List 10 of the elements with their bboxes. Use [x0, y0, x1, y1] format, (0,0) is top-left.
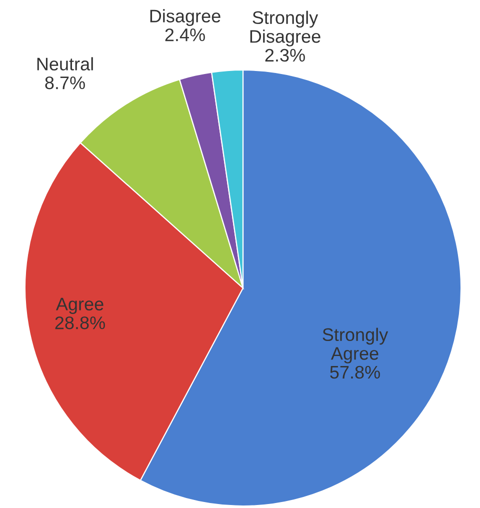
data-label: 28.8%	[55, 316, 105, 330]
data-label: 2.4%	[165, 28, 205, 42]
slice-label: Neutral	[37, 57, 93, 70]
slice-label: Agree	[56, 298, 104, 314]
data-label: 57.8%	[330, 366, 380, 379]
data-label: 8.7%	[45, 76, 85, 90]
slice-label: Strongly Disagree	[250, 10, 320, 46]
data-label: 2.3%	[265, 48, 305, 62]
slice-label: Strongly Agree	[322, 328, 388, 364]
slice-label: Disagree	[150, 9, 220, 26]
